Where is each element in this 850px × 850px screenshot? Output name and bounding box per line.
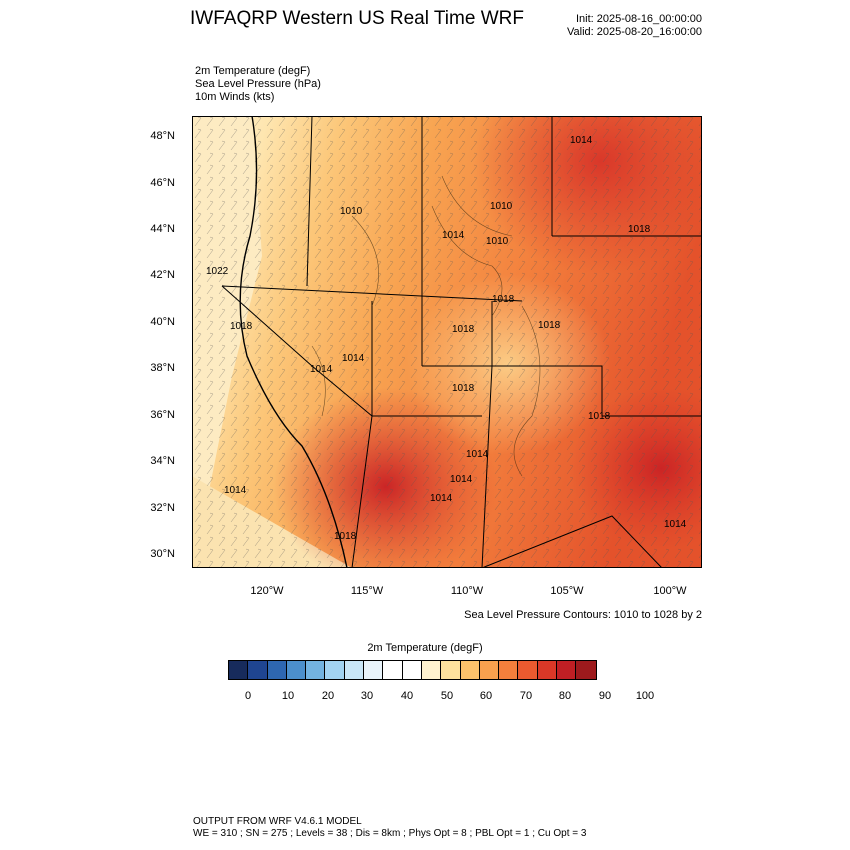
lat-label: 44°N	[150, 223, 175, 235]
isobar-label: 1010	[486, 236, 509, 247]
lon-label: 110°W	[450, 585, 484, 597]
colorbar-swatch	[286, 661, 307, 679]
colorbar-swatch	[306, 661, 326, 679]
colorbar	[228, 660, 597, 680]
colorbar-swatch	[479, 661, 500, 679]
isobar-label: 1014	[310, 364, 333, 375]
isobar-label: 1014	[570, 135, 593, 146]
isobar-label: 1018	[538, 320, 561, 331]
isobar-label: 1018	[334, 531, 357, 542]
lat-label: 38°N	[150, 362, 175, 374]
colorbar-label: 100	[635, 690, 655, 702]
footer-line-model: OUTPUT FROM WRF V4.6.1 MODEL	[193, 816, 362, 827]
colorbar-title: 2m Temperature (degF)	[367, 642, 483, 654]
colorbar-swatch	[557, 661, 577, 679]
isobar-label: 1018	[628, 224, 651, 235]
colorbar-swatch	[460, 661, 480, 679]
lon-label: 115°W	[350, 585, 384, 597]
lat-label: 48°N	[150, 130, 175, 142]
lat-label: 46°N	[150, 177, 175, 189]
colorbar-swatch	[229, 661, 249, 679]
lat-label: 34°N	[150, 455, 175, 467]
isobar-label: 1014	[442, 230, 465, 241]
isobar-label: 1018	[452, 383, 475, 394]
colorbar-label: 80	[558, 690, 572, 702]
colorbar-swatch	[402, 661, 422, 679]
field-winds: 10m Winds (kts)	[195, 91, 275, 103]
colorbar-swatch	[364, 661, 384, 679]
colorbar-label: 90	[598, 690, 612, 702]
colorbar-label: 60	[479, 690, 493, 702]
colorbar-swatch	[537, 661, 558, 679]
colorbar-label: 40	[400, 690, 414, 702]
isobar-label: 1018	[492, 294, 515, 305]
lat-label: 30°N	[150, 548, 175, 560]
colorbar-label: 10	[281, 690, 295, 702]
colorbar-swatch	[325, 661, 345, 679]
colorbar-swatch	[518, 661, 538, 679]
colorbar-label: 50	[440, 690, 454, 702]
contour-note: Sea Level Pressure Contours: 1010 to 102…	[464, 609, 702, 621]
isobar-label: 1014	[430, 493, 453, 504]
init-time: Init: 2025-08-16_00:00:00	[576, 13, 702, 25]
valid-time: Valid: 2025-08-20_16:00:00	[567, 26, 702, 38]
colorbar-label: 20	[321, 690, 335, 702]
lat-label: 36°N	[150, 409, 175, 421]
colorbar-swatch	[499, 661, 519, 679]
lat-label: 40°N	[150, 316, 175, 328]
isobar-label: 1014	[342, 353, 365, 364]
colorbar-swatch	[344, 661, 365, 679]
isobar-label: 1010	[490, 201, 513, 212]
colorbar-label: 70	[519, 690, 533, 702]
model-footer: OUTPUT FROM WRF V4.6.1 MODEL WE = 310 ; …	[193, 816, 586, 840]
colorbar-label: 0	[244, 690, 252, 702]
chart-title: IWFAQRP Western US Real Time WRF	[190, 8, 524, 29]
lat-label: 42°N	[150, 269, 175, 281]
colorbar-swatch	[576, 661, 596, 679]
colorbar-swatch	[441, 661, 461, 679]
time-stamp: Init: 2025-08-16_00:00:00 Valid: 2025-08…	[567, 13, 702, 39]
colorbar-swatch	[421, 661, 442, 679]
colorbar-swatch	[248, 661, 268, 679]
field-pressure: Sea Level Pressure (hPa)	[195, 78, 321, 90]
isobar-label: 1014	[224, 485, 247, 496]
isobar-label: 1018	[588, 411, 611, 422]
lon-label: 100°W	[653, 585, 687, 597]
isobar-label: 1010	[340, 206, 363, 217]
isobar-label: 1014	[664, 519, 687, 530]
isobar-label: 1014	[466, 449, 489, 460]
colorbar-label: 30	[360, 690, 374, 702]
field-temperature: 2m Temperature (degF)	[195, 65, 311, 77]
colorbar-swatch	[383, 661, 403, 679]
isobar-label: 1014	[450, 474, 473, 485]
colorbar-swatch	[267, 661, 287, 679]
isobar-label: 1022	[206, 266, 229, 277]
map-panel: 1014 1010 1010 1018 1010 1014 1018 1022 …	[192, 116, 702, 568]
footer-line-config: WE = 310 ; SN = 275 ; Levels = 38 ; Dis …	[193, 828, 587, 839]
lon-label: 120°W	[250, 585, 284, 597]
isobar-label: 1018	[230, 321, 253, 332]
isobar-label: 1018	[452, 324, 475, 335]
field-list: 2m Temperature (degF) Sea Level Pressure…	[195, 65, 321, 104]
lat-label: 32°N	[150, 502, 175, 514]
lon-label: 105°W	[550, 585, 584, 597]
